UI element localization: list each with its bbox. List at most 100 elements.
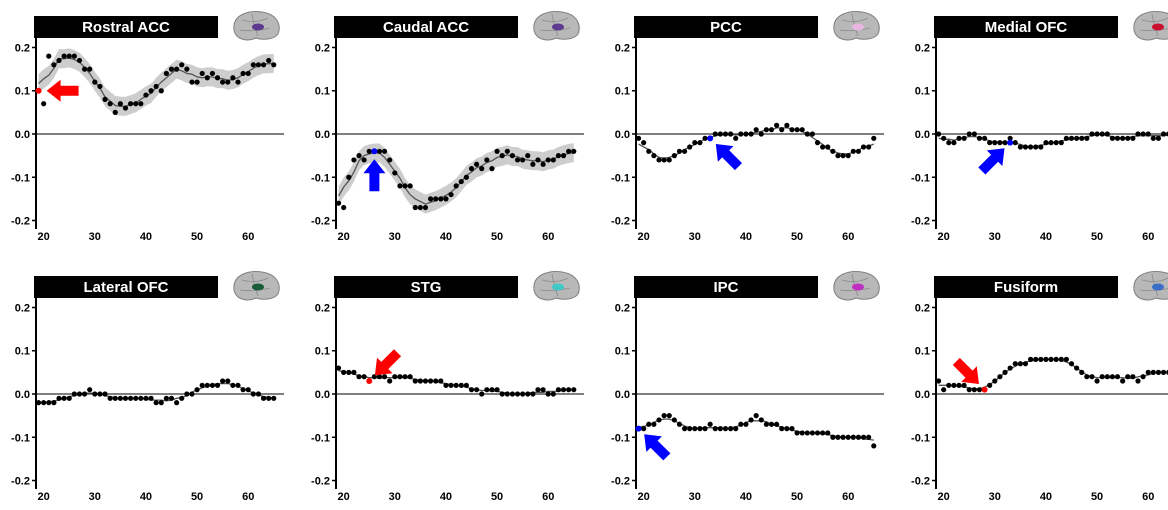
- data-point: [1043, 140, 1049, 146]
- data-point: [1145, 369, 1151, 375]
- data-point: [499, 153, 505, 159]
- data-point: [961, 135, 967, 141]
- brain-region-highlight: [852, 283, 864, 291]
- data-point: [163, 395, 169, 401]
- y-tick-label: -0.2: [611, 476, 630, 488]
- data-point: [351, 157, 357, 163]
- data-point: [941, 387, 947, 393]
- data-point: [1089, 131, 1095, 137]
- data-point: [804, 430, 810, 436]
- data-point: [966, 387, 972, 393]
- highlight-arrow: [363, 159, 386, 192]
- data-point: [702, 426, 708, 432]
- data-point: [661, 157, 667, 163]
- data-point: [1027, 144, 1034, 150]
- panel-title-bar: [934, 16, 1118, 38]
- data-point: [97, 83, 103, 90]
- data-point: [961, 382, 967, 388]
- data-point: [997, 140, 1003, 146]
- data-point: [245, 70, 251, 77]
- panel-title-bar: [34, 16, 218, 38]
- panel-medial-ofc: Medial OFC 0.2 0.1 0.0 -0.1 -0.2 20 30 40 50 60: [911, 11, 1168, 243]
- y-tick-label: 0.0: [315, 129, 330, 141]
- data-point: [143, 92, 149, 98]
- x-tick-label: 50: [791, 491, 803, 503]
- highlighted-point: [371, 148, 378, 155]
- panel-stg: STG 0.2 0.1 0.0 -0.1 -0.2 20 30 40 50 60: [311, 271, 584, 503]
- data-point: [266, 57, 272, 64]
- data-point: [230, 75, 236, 81]
- data-point: [443, 382, 449, 388]
- y-tick-label: -0.2: [11, 476, 30, 488]
- data-point: [235, 382, 241, 388]
- data-point: [835, 434, 841, 440]
- data-point: [566, 387, 572, 393]
- data-point: [1104, 374, 1110, 380]
- data-point: [66, 53, 72, 59]
- data-point: [651, 153, 657, 159]
- data-point: [107, 101, 113, 107]
- data-point: [179, 395, 185, 401]
- y-tick-label: 0.1: [615, 86, 630, 98]
- confidence-band: [338, 143, 574, 214]
- data-point: [71, 391, 77, 397]
- data-point: [1007, 365, 1013, 371]
- data-point: [1084, 135, 1090, 141]
- data-point: [214, 75, 221, 81]
- data-point: [458, 178, 464, 185]
- data-point: [153, 400, 159, 406]
- data-point: [168, 395, 175, 401]
- data-point: [61, 395, 67, 401]
- data-point: [356, 374, 362, 380]
- data-point: [341, 204, 347, 211]
- data-point: [1002, 140, 1008, 146]
- data-point: [509, 391, 516, 397]
- data-point: [676, 148, 683, 154]
- data-point: [366, 148, 372, 154]
- y-tick-label: 0.2: [615, 302, 630, 314]
- data-point: [204, 382, 210, 388]
- x-tick-label: 30: [989, 491, 1001, 503]
- data-point: [148, 395, 154, 401]
- data-point: [266, 395, 272, 401]
- data-point: [76, 391, 83, 397]
- data-point: [453, 382, 459, 388]
- data-point: [433, 378, 439, 384]
- x-tick-label: 30: [89, 491, 101, 503]
- data-point: [820, 430, 826, 436]
- data-point: [417, 204, 423, 211]
- data-point: [555, 153, 562, 159]
- data-point: [448, 191, 454, 198]
- data-point: [56, 57, 62, 64]
- y-tick-label: -0.2: [11, 216, 30, 228]
- y-tick-label: -0.1: [611, 172, 630, 184]
- data-point: [830, 148, 836, 154]
- y-tick-label: -0.1: [611, 432, 630, 444]
- panel-title-bar: [934, 276, 1118, 298]
- data-point: [1135, 131, 1141, 137]
- data-point: [76, 57, 83, 64]
- data-point: [763, 127, 769, 133]
- data-point: [46, 53, 52, 59]
- panel-title: STG: [411, 279, 442, 296]
- x-tick-label: 60: [242, 491, 254, 503]
- data-point: [738, 131, 744, 137]
- x-tick-label: 20: [938, 231, 950, 243]
- highlight-arrow: [978, 148, 1005, 175]
- data-point: [184, 391, 190, 397]
- data-point: [184, 66, 190, 72]
- data-point: [1053, 140, 1059, 146]
- data-point: [255, 391, 262, 397]
- y-tick-label: 0.1: [315, 346, 330, 358]
- data-point: [66, 395, 72, 401]
- data-point: [956, 382, 962, 388]
- data-point: [1063, 356, 1069, 362]
- data-point: [722, 131, 729, 137]
- panel-title-bar: [34, 276, 218, 298]
- data-point: [571, 148, 577, 154]
- data-point: [81, 391, 88, 397]
- data-point: [463, 382, 469, 388]
- data-point: [376, 148, 383, 154]
- data-point: [117, 101, 123, 107]
- y-tick-label: 0.1: [15, 346, 30, 358]
